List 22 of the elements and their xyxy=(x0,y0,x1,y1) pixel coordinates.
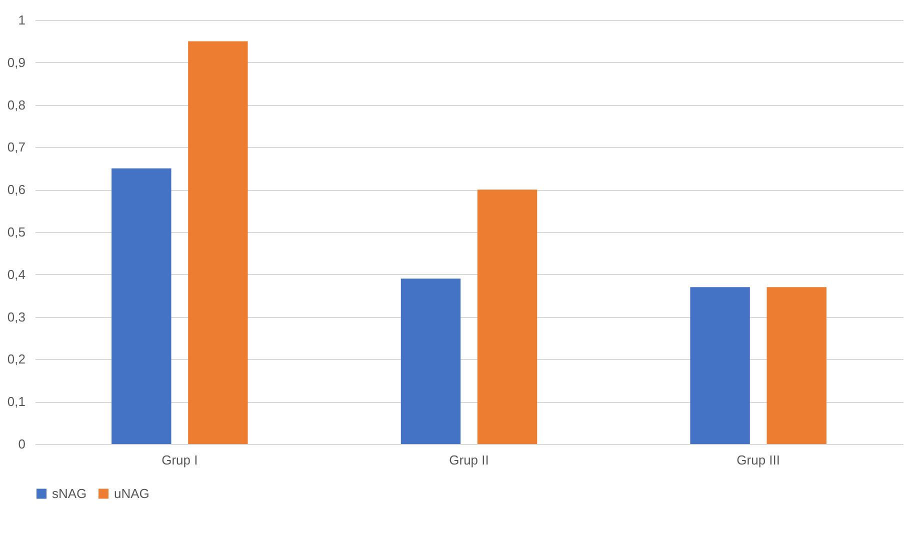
y-tick-label: 0,9 xyxy=(7,54,26,70)
y-tick-label: 0,1 xyxy=(7,394,26,410)
y-tick-label: 0,2 xyxy=(7,352,26,367)
y-tick-label: 0 xyxy=(18,436,26,452)
x-tick-label: Grup I xyxy=(162,452,198,468)
x-tick-label: Grup II xyxy=(449,452,489,468)
x-tick-label: Grup III xyxy=(736,452,780,468)
y-tick-label: 0,8 xyxy=(7,97,26,112)
bar xyxy=(766,287,826,444)
y-tick-label: 0,4 xyxy=(7,266,26,282)
bar xyxy=(188,41,248,444)
bar xyxy=(400,278,461,444)
legend-label: uNAG xyxy=(114,486,150,501)
legend-label: sNAG xyxy=(52,486,87,501)
bar xyxy=(112,168,172,444)
bar xyxy=(477,190,538,444)
bar xyxy=(690,287,750,444)
y-tick-label: 0,3 xyxy=(7,309,26,324)
y-tick-label: 0,7 xyxy=(7,140,26,155)
y-tick-label: 1 xyxy=(18,12,26,28)
y-tick-label: 0,6 xyxy=(7,182,26,198)
y-tick-label: 0,5 xyxy=(7,224,26,240)
